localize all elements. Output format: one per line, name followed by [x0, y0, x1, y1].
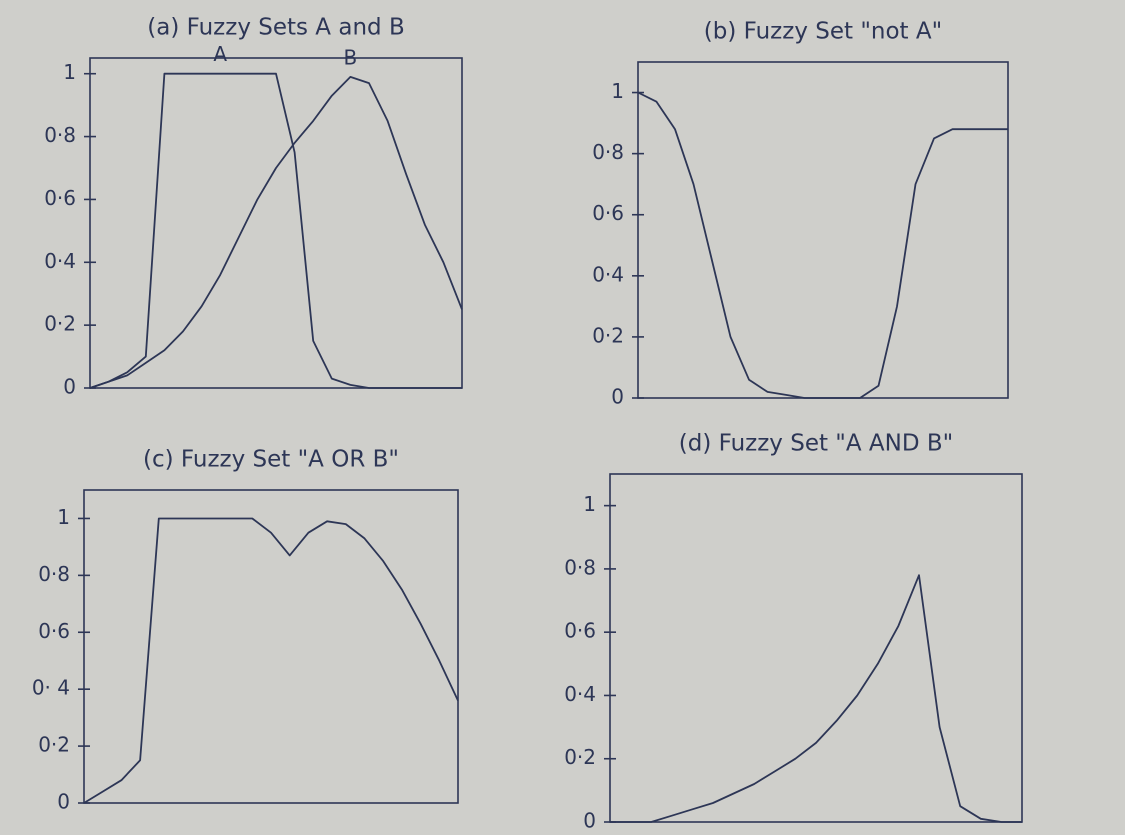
y-tick-label: 0: [63, 375, 76, 399]
y-tick-label: 0·6: [592, 201, 624, 225]
y-tick-label: 1: [583, 492, 596, 516]
y-tick-label: 1: [63, 60, 76, 84]
membership-curve: [90, 74, 462, 388]
plot-frame: [610, 474, 1022, 822]
y-tick-label: 1: [611, 79, 624, 103]
chart-page: (a) Fuzzy Sets A and B 0 0·2 0·4 0·6 0·8 1 A B (b…: [0, 0, 1125, 835]
y-tick-label: 0·6: [564, 619, 596, 643]
membership-curve: [90, 77, 462, 388]
y-tick-label: 0·8: [592, 140, 624, 164]
y-tick-label: 0·4: [592, 262, 624, 286]
y-tick-label: 0·6: [44, 186, 76, 210]
membership-curve: [84, 519, 458, 804]
y-tick-label: 0·8: [564, 555, 596, 579]
plot-frame: [90, 58, 462, 388]
chart-title: (c) Fuzzy Set "A OR B": [143, 447, 399, 473]
y-tick-label: 0· 4: [32, 676, 70, 700]
membership-curve: [610, 575, 1022, 822]
chart-title: (d) Fuzzy Set "A AND B": [679, 431, 954, 457]
y-tick-label: 0: [611, 385, 624, 409]
series-label: A: [213, 42, 227, 66]
y-tick-label: 0·2: [38, 733, 70, 757]
y-tick-label: 0: [583, 809, 596, 833]
y-tick-label: 0: [57, 790, 70, 814]
series-label: B: [344, 45, 358, 69]
membership-curve: [638, 93, 1008, 399]
y-tick-label: 0·2: [44, 312, 76, 336]
plot-frame: [638, 62, 1008, 398]
y-tick-label: 0·4: [564, 682, 596, 706]
y-tick-label: 0·8: [44, 123, 76, 147]
chart-title: (b) Fuzzy Set "not A": [704, 19, 942, 45]
y-tick-label: 0·2: [564, 745, 596, 769]
y-tick-label: 0·4: [44, 249, 76, 273]
chart-title: (a) Fuzzy Sets A and B: [147, 15, 404, 41]
y-tick-label: 1: [57, 505, 70, 529]
y-tick-label: 0·2: [592, 323, 624, 347]
y-tick-label: 0·8: [38, 562, 70, 586]
y-tick-label: 0·6: [38, 619, 70, 643]
